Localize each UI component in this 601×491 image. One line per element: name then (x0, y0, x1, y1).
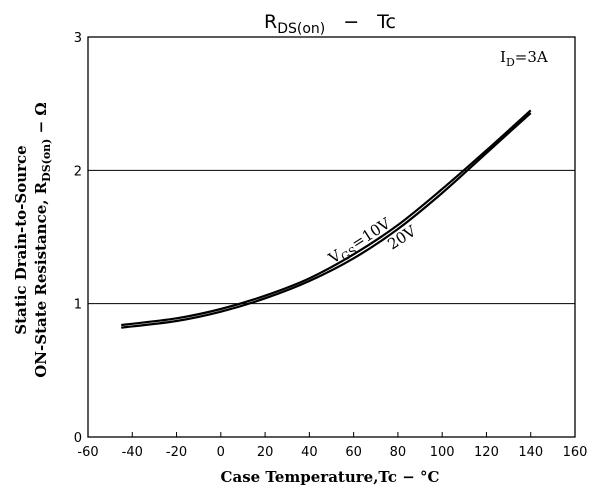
y-axis-label-line2: ON-State Resistance, RDS(on) − Ω (32, 102, 53, 378)
x-tick-label: 120 (474, 445, 499, 460)
x-tick-label: 0 (217, 445, 225, 460)
x-tick-label: -20 (166, 445, 187, 460)
grid (88, 169, 575, 305)
y-tick-label: 2 (74, 164, 82, 179)
x-axis-ticks: -60 -40 -20 0 20 40 60 80 100 120 140 160 (77, 432, 587, 460)
x-axis-label: Case Temperature,Tc − °C (221, 468, 440, 486)
y-tick-label: 0 (74, 431, 82, 446)
series-line-2 (121, 112, 532, 329)
x-tick-label: 80 (390, 445, 407, 460)
series-group (121, 109, 532, 329)
condition-label: ID=3A (500, 48, 548, 69)
x-tick-label: 40 (301, 445, 318, 460)
series-label-vgs-10v: VGS=10V (325, 214, 397, 271)
chart-title: RDS(on) − Tc (264, 11, 396, 37)
x-tick-label: 20 (257, 445, 274, 460)
x-tick-label: -60 (77, 445, 98, 460)
y-tick-label: 3 (74, 31, 82, 46)
series-line-1 (121, 109, 532, 327)
x-tick-label: 100 (430, 445, 455, 460)
plot-frame (87, 36, 576, 438)
x-tick-label: 60 (345, 445, 362, 460)
x-tick-label: -40 (122, 445, 143, 460)
y-axis-ticks: 0 1 2 3 (74, 31, 82, 446)
y-tick-label: 1 (74, 298, 82, 313)
y-axis-label-line1: Static Drain-to-Source (12, 145, 30, 334)
x-tick-label: 160 (563, 445, 588, 460)
x-tick-label: 140 (518, 445, 543, 460)
